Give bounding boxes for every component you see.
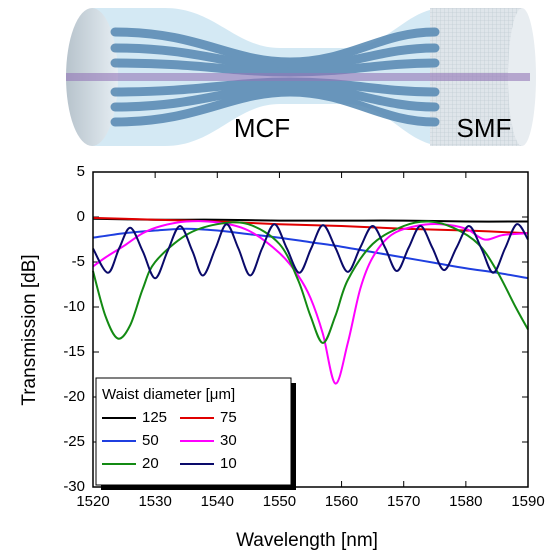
y-tick-label: -5 (72, 253, 85, 270)
x-tick-label: 1530 (138, 493, 171, 510)
series-line (92, 220, 529, 385)
y-tick-label: 0 (77, 208, 85, 225)
series-line (92, 227, 529, 280)
legend-label: 30 (220, 432, 237, 449)
mcf-label: MCF (234, 113, 290, 143)
legend-label: 75 (220, 409, 237, 426)
series-line (92, 220, 529, 345)
y-tick-label: -10 (63, 298, 85, 315)
x-tick-label: 1560 (325, 493, 358, 510)
x-tick-label: 1550 (263, 493, 296, 510)
y-tick-label: -25 (63, 433, 85, 450)
y-tick-label: -20 (63, 388, 85, 405)
legend-label: 50 (142, 432, 159, 449)
legend-title: Waist diameter [μm] (102, 386, 235, 403)
smf-label: SMF (457, 113, 512, 143)
x-tick-label: 1520 (76, 493, 109, 510)
y-axis-title: Transmission [dB] (19, 254, 40, 405)
legend-label: 10 (220, 455, 237, 472)
legend-box (95, 377, 292, 486)
plot-frame (92, 171, 529, 488)
x-tick-label: 1570 (387, 493, 420, 510)
y-tick-label: -30 (63, 478, 85, 495)
x-tick-label: 1580 (449, 493, 482, 510)
x-tick-label: 1590 (511, 493, 544, 510)
legend-label: 20 (142, 455, 159, 472)
x-tick-label: 1540 (201, 493, 234, 510)
y-tick-label: 5 (77, 163, 85, 180)
legend-label: 125 (142, 409, 167, 426)
fiber-illustration: MCF SMF (66, 8, 536, 146)
series-line (92, 223, 529, 280)
y-tick-label: -15 (63, 343, 85, 360)
chart: 1520 1530 1540 1550 1560 1570 1580 1590 -30 -25 -2… (63, 163, 544, 510)
x-axis-title: Wavelength [nm] (236, 530, 378, 551)
